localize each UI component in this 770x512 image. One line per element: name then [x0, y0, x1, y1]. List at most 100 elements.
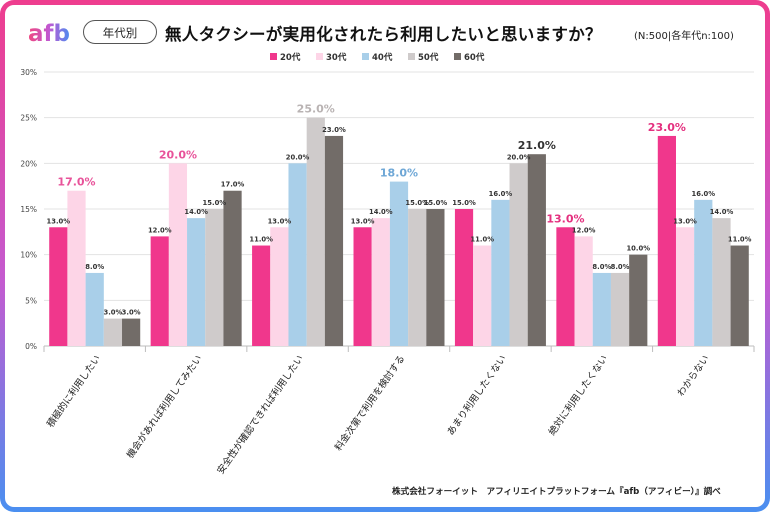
value-labels: 13.0%17.0%8.0%3.0% 3.0%12.0%20.0%14.0%15.… [47, 103, 752, 317]
bar [694, 199, 713, 346]
category-label: わからない [675, 353, 711, 398]
data-label: 15.0% [424, 199, 448, 207]
bar [408, 209, 427, 346]
afb-logo: afb [28, 21, 70, 47]
data-label: 10.0% [626, 245, 650, 253]
y-tick-label: 15% [20, 205, 37, 214]
legend-swatch [362, 53, 369, 60]
bar [454, 209, 474, 346]
data-label: 13.0% [546, 212, 584, 225]
data-label: 14.0% [184, 208, 208, 216]
bar [610, 272, 630, 346]
legend-label: 50代 [418, 52, 439, 63]
category-label: 絶対に利用したくない [546, 353, 610, 438]
bar [103, 318, 123, 346]
category-label: 機会があれば利用してみたい [124, 353, 205, 461]
bar [509, 163, 528, 346]
bar [150, 236, 169, 346]
data-label: 18.0% [380, 167, 418, 180]
bar [389, 181, 409, 346]
bar [473, 245, 492, 346]
data-label: 15.0% [203, 199, 227, 207]
legend-label: 30代 [326, 52, 347, 63]
legend-swatch [408, 53, 415, 60]
y-tick-label: 0% [25, 342, 37, 351]
sample-size-note: (N:500|各年代n:100) [634, 31, 734, 42]
bar [168, 163, 188, 346]
data-label: 8.0% [85, 263, 104, 271]
data-label: 17.0% [221, 181, 245, 189]
bar [556, 227, 575, 346]
bar [629, 254, 648, 346]
source-footer: 株式会社フォーイット アフィリエイトプラットフォーム『afb（アフィビー）』調べ [392, 487, 721, 497]
data-label: 16.0% [489, 190, 513, 198]
bar [85, 272, 104, 346]
data-label: 13.0% [47, 217, 71, 225]
data-label: 14.0% [710, 208, 734, 216]
bar [712, 218, 731, 346]
data-label: 20.0% [507, 153, 531, 161]
bar [122, 318, 141, 346]
legend: 20代 30代 40代 50代 60代 [270, 52, 485, 63]
data-label: 11.0% [249, 236, 273, 244]
legend-label: 40代 [372, 52, 393, 63]
y-tick-label: 10% [20, 251, 37, 260]
data-label: 25.0% [297, 103, 335, 116]
data-label: 11.0% [470, 236, 494, 244]
category-labels: 積極的に利用したい 機会があれば利用してみたい 安全性が確認できれば利用したい 料金次… [44, 353, 711, 477]
age-group-tag: 年代別 [83, 20, 157, 44]
data-label: 8.0% [611, 263, 630, 271]
y-tick-label: 20% [20, 159, 37, 168]
data-label: 12.0% [148, 226, 172, 234]
category-label: あまり利用したくない [445, 353, 509, 438]
bar [353, 227, 372, 346]
data-label: 13.0% [673, 217, 697, 225]
category-label: 積極的に利用したい [44, 353, 103, 430]
data-label: 17.0% [57, 176, 95, 189]
data-label: 23.0% [322, 126, 346, 134]
bar [306, 117, 325, 347]
bar [205, 209, 224, 346]
y-tick-label: 5% [25, 296, 37, 305]
data-label: 3.0% [122, 309, 141, 317]
bar [324, 135, 344, 346]
y-tick-label: 30% [20, 68, 37, 77]
data-label: 15.0% [452, 199, 476, 207]
data-label: 11.0% [728, 236, 752, 244]
bar [657, 135, 676, 346]
bar [270, 227, 289, 346]
bar [675, 227, 695, 346]
data-label: 21.0% [518, 139, 556, 152]
data-label: 15.0% [405, 199, 429, 207]
data-label: 20.0% [286, 153, 310, 161]
bar [223, 190, 242, 346]
bar [49, 227, 68, 346]
legend-label: 60代 [464, 52, 485, 63]
legend-label: 20代 [280, 52, 301, 63]
data-label: 14.0% [369, 208, 393, 216]
data-label: 20.0% [159, 148, 197, 161]
bar [592, 272, 611, 346]
data-label: 8.0% [592, 263, 611, 271]
category-label: 安全性が確認できれば利用したい [214, 353, 306, 477]
bar [426, 209, 445, 346]
svg-text:afb: afb [28, 21, 70, 47]
data-label: 23.0% [648, 121, 686, 134]
chart-title: 無人タクシーが実用化されたら利用したいと思いますか？ [165, 25, 602, 44]
bar [730, 245, 749, 346]
y-tick-label: 25% [20, 114, 37, 123]
legend-swatch [454, 53, 461, 60]
data-label: 16.0% [691, 190, 715, 198]
data-label: 13.0% [351, 217, 375, 225]
data-label: 12.0% [572, 226, 596, 234]
data-label: 3.0% [103, 309, 122, 317]
bar [527, 154, 546, 346]
bar [252, 245, 271, 346]
legend-swatch [270, 53, 277, 60]
bar [371, 218, 390, 346]
data-label: 13.0% [268, 217, 292, 225]
bar [574, 236, 593, 346]
bar [491, 199, 510, 346]
bar [288, 163, 307, 346]
bar [187, 218, 206, 346]
